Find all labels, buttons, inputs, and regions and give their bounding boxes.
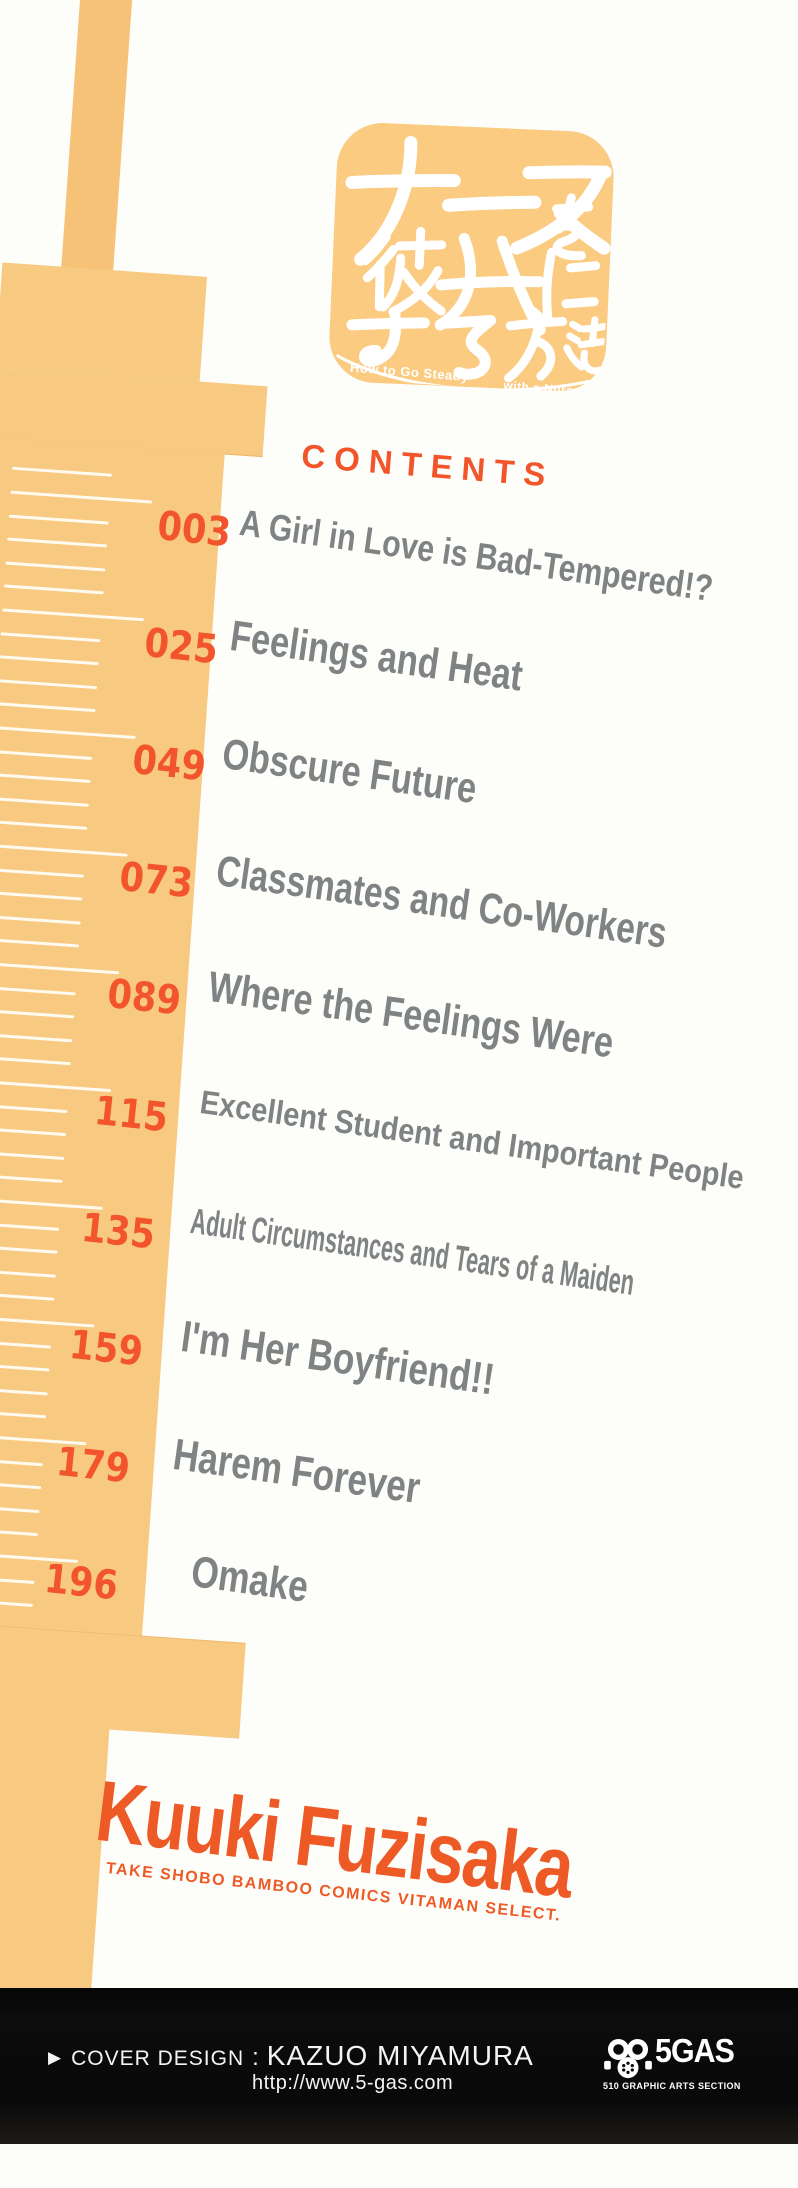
credit-separator: : — [252, 2044, 259, 2071]
toc-chapter-title: Harem Forever — [170, 1430, 424, 1514]
studio-subtitle: 510 GRAPHIC ARTS SECTION — [603, 2081, 741, 2091]
syringe-plunger-rod — [60, 0, 134, 279]
ruler-tick-minor — [0, 1220, 60, 1231]
toc-page-number: 115 — [92, 1088, 171, 1142]
syringe-finger-flange — [0, 1614, 246, 1739]
cover-design-label: COVER DESIGN — [71, 2047, 245, 2070]
japanese-title-art — [336, 135, 612, 392]
ruler-tick-minor — [0, 631, 101, 642]
toc-chapter-title: Classmates and Co-Workers — [213, 847, 670, 958]
ruler-tick-major — [0, 843, 128, 857]
toc-page-number: 073 — [117, 854, 196, 908]
ruler-tick-major — [0, 726, 136, 739]
ruler-tick-minor — [0, 1102, 68, 1113]
toc-page-number: 025 — [142, 620, 221, 674]
ruler-tick-minor — [12, 467, 112, 478]
toc-page-number: 135 — [79, 1205, 158, 1259]
ruler-tick-minor — [0, 1455, 43, 1466]
toc-page-number: 179 — [54, 1439, 133, 1493]
toc-chapter-title: Feelings and Heat — [227, 612, 526, 701]
ruler-tick-minor — [0, 1149, 65, 1160]
ruler-tick-minor — [0, 1244, 58, 1254]
ruler-tick-minor — [0, 1502, 40, 1513]
ruler-tick-minor — [0, 749, 93, 760]
toc-page-number: 159 — [67, 1322, 146, 1376]
toc-page-number: 089 — [105, 971, 184, 1025]
ruler-tick-minor — [0, 1008, 75, 1019]
ruler-tick-minor — [3, 584, 104, 595]
toc-chapter-title: I'm Her Boyfriend!! — [178, 1312, 498, 1405]
ruler-tick-minor — [0, 1338, 52, 1349]
ruler-tick-minor — [0, 985, 76, 996]
ruler-tick-minor — [0, 1055, 71, 1066]
toc-chapter-title: Obscure Future — [219, 730, 480, 814]
ruler-tick-major — [0, 961, 120, 975]
toc-page-number: 049 — [130, 737, 209, 791]
toc-chapter-title: A Girl in Love is Bad-Tempered!? — [237, 502, 716, 609]
ruler-tick-minor — [8, 514, 109, 525]
toc-chapter-title: Where the Feelings Were — [205, 963, 617, 1068]
ruler-tick-minor — [0, 1526, 38, 1537]
ruler-tick-minor — [0, 678, 98, 689]
studio-url: http://www.5-gas.com — [252, 2072, 454, 2094]
syringe-barrel-flange — [0, 363, 268, 458]
toc-page-number: 003 — [155, 503, 234, 557]
footer-bar — [0, 1988, 798, 2144]
ruler-tick-minor — [0, 1267, 57, 1278]
syringe-nozzle — [0, 1709, 110, 2028]
cover-design-credit: ▶ COVER DESIGN : KAZUO MIYAMURA — [48, 2040, 534, 2072]
ruler-tick-minor — [0, 890, 83, 901]
ruler-tick-minor — [0, 867, 84, 878]
contents-heading: CONTENTS — [300, 437, 556, 494]
ruler-tick-major — [2, 608, 145, 622]
ruler-tick-minor — [5, 561, 106, 572]
toc-chapter-title: Adult Circumstances and Tears of a Maide… — [188, 1200, 637, 1303]
ruler-tick-major — [0, 1079, 112, 1093]
ruler-tick-major — [10, 490, 153, 504]
ruler-tick-minor — [0, 1126, 66, 1137]
ruler-tick-minor — [0, 1573, 35, 1584]
gas-mask-icon — [604, 2038, 652, 2079]
ruler-tick-minor — [0, 1291, 55, 1302]
series-title-logo: How to Go Steady with a Nurse — [327, 121, 616, 398]
ruler-tick-minor — [0, 773, 91, 784]
ruler-tick-minor — [0, 1032, 73, 1043]
ruler-tick-minor — [0, 937, 80, 948]
ruler-tick-minor — [0, 655, 99, 666]
ruler-tick-minor — [0, 914, 81, 925]
ruler-tick-minor — [0, 1173, 63, 1184]
ruler-tick-minor — [0, 1361, 50, 1372]
arrow-icon: ▶ — [48, 2048, 62, 2067]
ruler-tick-minor — [7, 537, 108, 548]
cover-designer-name: KAZUO MIYAMURA — [266, 2040, 534, 2071]
ruler-tick-minor — [0, 1385, 48, 1396]
syringe-plunger-flange — [0, 262, 207, 382]
ruler-tick-minor — [0, 702, 96, 713]
studio-name: 5GAS — [655, 2032, 735, 2069]
ruler-tick-minor — [0, 1408, 47, 1419]
ruler-tick-minor — [0, 820, 88, 831]
ruler-tick-minor — [0, 796, 89, 807]
ruler-tick-minor — [0, 1479, 42, 1490]
toc-chapter-title: Omake — [188, 1547, 312, 1612]
toc-page-number: 196 — [42, 1556, 121, 1610]
ruler-tick-minor — [0, 1597, 33, 1608]
toc-chapter-title: Excellent Student and Important People — [197, 1083, 747, 1196]
